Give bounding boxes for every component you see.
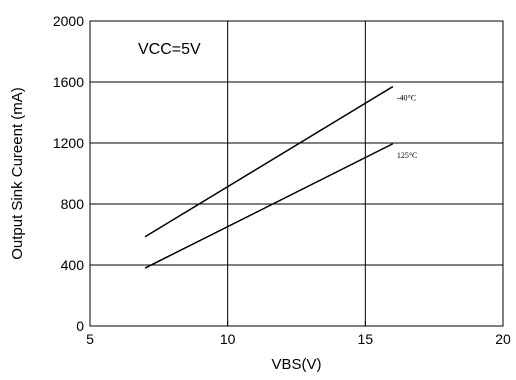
series-line <box>144 85 394 238</box>
grid <box>90 21 503 326</box>
y-axis-title: Output Sink Cureent (mA) <box>9 87 26 260</box>
series-label: -40°C <box>397 94 416 103</box>
x-tick-label: 10 <box>220 331 236 347</box>
x-tick-label: 20 <box>495 331 511 347</box>
plot-frame <box>89 20 504 327</box>
x-axis-title: VBS(V) <box>271 356 321 373</box>
y-tick-label: 1200 <box>53 135 84 151</box>
y-tick-label: 0 <box>76 318 84 334</box>
annotation-vcc: VCC=5V <box>138 41 201 58</box>
x-tick-label: 15 <box>358 331 374 347</box>
ticks: 5 10 15 20 0 400 800 1200 1600 2000 <box>53 13 511 347</box>
y-tick-label: 400 <box>61 257 85 273</box>
x-tick-label: 5 <box>86 331 94 347</box>
series-line <box>144 143 394 269</box>
y-tick-label: 2000 <box>53 13 84 29</box>
y-tick-label: 1600 <box>53 74 84 90</box>
series-lines: -40°C 125°C <box>144 85 418 269</box>
series-label: 125°C <box>397 151 418 160</box>
y-tick-label: 800 <box>61 196 85 212</box>
